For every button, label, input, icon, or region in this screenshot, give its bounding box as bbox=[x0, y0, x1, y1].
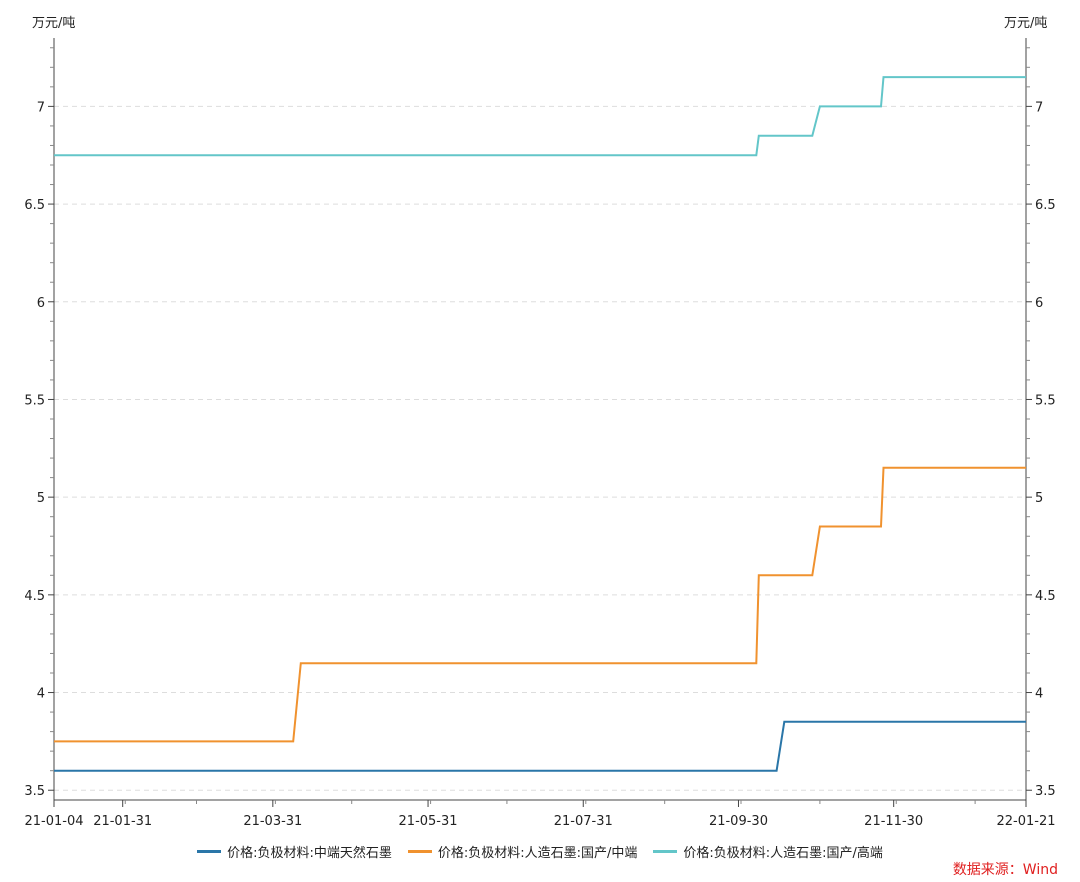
series-line-1 bbox=[54, 720, 1026, 772]
y-ticks: 3.5 3.5 4 4 4.5 4.5 5 5 5.5 5.5 6 6 6.5 6.5 7 7 bbox=[24, 47, 1056, 799]
legend-swatch bbox=[653, 849, 678, 853]
y-tick-label-right: 6.5 bbox=[1035, 198, 1056, 213]
axes: 万元/吨 万元/吨 bbox=[32, 16, 1047, 801]
x-tick-label: 21-05-31 bbox=[399, 814, 458, 829]
x-tick-label: 21-01-31 bbox=[93, 814, 152, 829]
source-note: 数据来源：Wind bbox=[952, 862, 1058, 878]
legend-item-2: 价格:负极材料:人造石墨:国产/中端 bbox=[407, 842, 638, 861]
y-tick-label-right: 5.5 bbox=[1035, 393, 1056, 408]
y-tick-label-left: 4 bbox=[37, 687, 45, 702]
right-y-unit: 万元/吨 bbox=[1004, 16, 1047, 31]
y-tick-label-right: 4.5 bbox=[1035, 589, 1056, 604]
legend-item-3: 价格:负极材料:人造石墨:国产/高端 bbox=[653, 842, 883, 861]
legend: 价格:负极材料:中端天然石墨 价格:负极材料:人造石墨:国产/中端 价格:负极材料:… bbox=[0, 840, 1080, 862]
x-tick-label: 21-07-31 bbox=[554, 814, 613, 829]
y-tick-label-right: 5 bbox=[1035, 491, 1043, 506]
y-tick-label-right: 7 bbox=[1035, 100, 1043, 115]
x-tick-label: 22-01-21 bbox=[996, 814, 1055, 829]
x-tick-label: 21-03-31 bbox=[243, 814, 302, 829]
legend-label: 价格:负极材料:人造石墨:国产/高端 bbox=[683, 845, 883, 861]
legend-swatch bbox=[197, 849, 222, 853]
series-line-2 bbox=[54, 466, 1026, 743]
y-tick-label-left: 4.5 bbox=[24, 589, 45, 604]
legend-item-1: 价格:负极材料:中端天然石墨 bbox=[197, 842, 392, 861]
y-tick-label-left: 6 bbox=[37, 296, 45, 311]
legend-label: 价格:负极材料:人造石墨:国产/中端 bbox=[437, 845, 638, 861]
series bbox=[54, 76, 1026, 772]
series-line-3 bbox=[54, 76, 1026, 157]
y-tick-label-left: 7 bbox=[37, 100, 45, 115]
y-tick-label-left: 5.5 bbox=[24, 393, 45, 408]
y-tick-label-left: 5 bbox=[37, 491, 45, 506]
y-tick-label-left: 6.5 bbox=[24, 198, 45, 213]
x-tick-label: 21-01-04 bbox=[24, 814, 83, 829]
x-ticks: 21-01-04 21-01-31 21-03-31 21-05-31 21-07-31… bbox=[24, 800, 1056, 829]
grid bbox=[54, 105, 1026, 791]
line-chart: 万元/吨 万元/吨 3.5 3.5 4 4 4.5 4.5 5 5 5.5 5.5 6 6 6.5 6.5… bbox=[24, 16, 1056, 829]
legend-label: 价格:负极材料:中端天然石墨 bbox=[227, 845, 392, 861]
x-tick-label: 21-11-30 bbox=[864, 814, 923, 829]
left-y-unit: 万元/吨 bbox=[32, 16, 75, 31]
y-tick-label-right: 6 bbox=[1035, 296, 1043, 311]
y-tick-label-left: 3.5 bbox=[24, 784, 45, 799]
y-tick-label-right: 3.5 bbox=[1035, 784, 1056, 799]
legend-swatch bbox=[407, 849, 432, 853]
y-tick-label-right: 4 bbox=[1035, 687, 1043, 702]
x-tick-label: 21-09-30 bbox=[709, 814, 768, 829]
